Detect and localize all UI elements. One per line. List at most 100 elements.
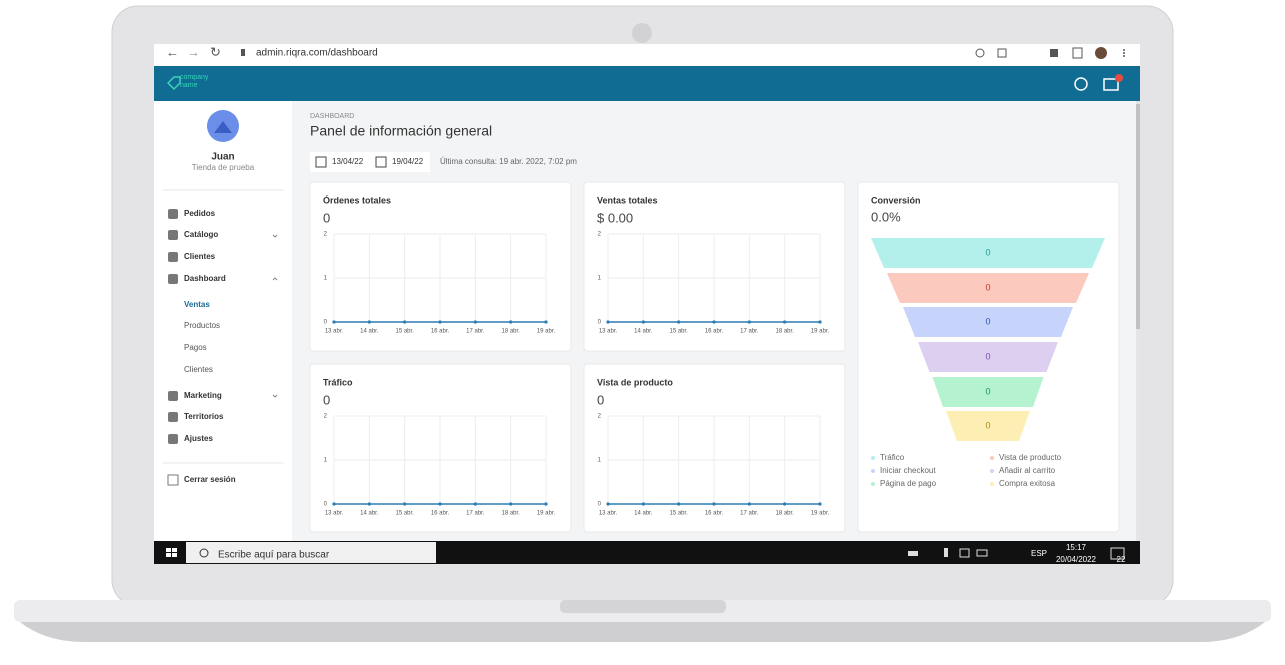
legend-label: Iniciar checkout (880, 466, 936, 475)
funnel-stage (871, 238, 1105, 268)
x-tick-label: 14 abr. (634, 329, 653, 335)
menu-item[interactable]: Territorios (184, 412, 224, 421)
y-tick-label: 0 (324, 320, 328, 326)
card-value: 0 (597, 392, 604, 407)
menu-item[interactable]: Pagos (184, 343, 207, 352)
card-value: $ 0.00 (597, 210, 633, 225)
x-tick-label: 17 abr. (466, 329, 485, 335)
funnel-stage (918, 342, 1058, 372)
x-tick-label: 19 abr. (811, 511, 830, 517)
x-tick-label: 15 abr. (669, 511, 688, 517)
menu-item[interactable]: Pedidos (184, 209, 216, 218)
y-tick-label: 1 (598, 276, 602, 282)
store-name: Tienda de prueba (192, 163, 255, 172)
clock-date: 20/04/2022 (1056, 555, 1097, 564)
data-point (438, 502, 442, 506)
legend-swatch (871, 456, 875, 460)
gift-badge (1115, 74, 1123, 82)
date-to[interactable]: 19/04/22 (392, 157, 424, 166)
legend-swatch (990, 482, 994, 486)
sidebar (154, 101, 292, 541)
breadcrumb: DASHBOARD (310, 113, 354, 120)
menu-item[interactable]: Catálogo (184, 230, 218, 239)
logo-text: company (180, 74, 209, 81)
date-from[interactable]: 13/04/22 (332, 157, 364, 166)
data-point (403, 320, 407, 324)
data-point (747, 502, 751, 506)
menu-item[interactable]: Dashboard (184, 274, 226, 283)
laptop-notch (560, 600, 726, 613)
x-tick-label: 16 abr. (705, 511, 724, 517)
data-point (332, 320, 336, 324)
data-point (712, 320, 716, 324)
funnel-stage (887, 273, 1089, 303)
url: admin.riqra.com/dashboard (256, 48, 378, 59)
legend-swatch (871, 482, 875, 486)
data-point (332, 502, 336, 506)
x-tick-label: 14 abr. (360, 329, 379, 335)
search-box[interactable] (186, 542, 436, 563)
menu-item[interactable]: Productos (184, 321, 220, 330)
windows-logo[interactable] (166, 548, 177, 557)
menu-icon (168, 391, 178, 401)
card-title: Ventas totales (597, 195, 658, 205)
forward-button[interactable]: → (187, 44, 200, 59)
x-tick-label: 18 abr. (501, 511, 520, 517)
data-point (367, 502, 371, 506)
gift-icon[interactable] (1103, 78, 1119, 91)
scrollbar-thumb[interactable] (1136, 104, 1140, 329)
data-point (783, 320, 787, 324)
card-title: Tráfico (323, 377, 353, 387)
data-point (473, 320, 477, 324)
legend-swatch (871, 469, 875, 473)
x-tick-label: 14 abr. (634, 511, 653, 517)
menu-item[interactable]: Ajustes (184, 434, 213, 443)
data-point (509, 320, 513, 324)
x-tick-label: 13 abr. (325, 329, 344, 335)
funnel-stage (946, 411, 1030, 441)
menu-item[interactable]: Marketing (184, 391, 222, 400)
legend-label: Vista de producto (999, 453, 1062, 462)
menu-chevrons (272, 234, 278, 398)
avatar-shape (214, 121, 232, 133)
funnel-stage (932, 377, 1044, 407)
x-tick-label: 18 abr. (501, 329, 520, 335)
y-tick-label: 1 (324, 276, 328, 282)
data-point (677, 502, 681, 506)
logo-icon (166, 76, 181, 91)
data-point (641, 320, 645, 324)
y-tick-label: 1 (324, 458, 328, 464)
x-tick-label: 16 abr. (431, 329, 450, 335)
back-button[interactable]: ← (166, 44, 179, 59)
legend-label: Página de pago (880, 479, 937, 488)
menu-icon (168, 434, 178, 444)
x-tick-label: 17 abr. (740, 511, 759, 517)
legend-swatch (990, 456, 994, 460)
card-value: 0 (323, 210, 330, 225)
funnel-value: 0 (985, 420, 990, 430)
menu-item[interactable]: Clientes (184, 252, 216, 261)
legend-label: Añadir al carrito (999, 466, 1056, 475)
data-point (677, 320, 681, 324)
menu-item[interactable]: Clientes (184, 365, 213, 374)
data-point (641, 502, 645, 506)
support-icon[interactable] (1074, 77, 1088, 91)
x-tick-label: 18 abr. (775, 511, 794, 517)
reload-button[interactable]: ↻ (210, 44, 221, 59)
x-tick-label: 15 abr. (669, 329, 688, 335)
funnel-value: 0 (985, 247, 990, 257)
notification-count: 22 (1117, 555, 1126, 564)
data-point (544, 502, 548, 506)
logout[interactable]: Cerrar sesión (184, 475, 236, 484)
x-tick-label: 19 abr. (811, 329, 830, 335)
menu-icon (168, 230, 178, 240)
menu-item[interactable]: Ventas (184, 300, 210, 309)
data-point (509, 502, 513, 506)
tray-icons (908, 547, 1125, 560)
date-range[interactable] (310, 152, 430, 172)
y-tick-label: 2 (324, 414, 328, 420)
funnel-value: 0 (985, 386, 990, 396)
data-point (747, 320, 751, 324)
last-query: Última consulta: 19 abr. 2022, 7:02 pm (440, 157, 577, 166)
